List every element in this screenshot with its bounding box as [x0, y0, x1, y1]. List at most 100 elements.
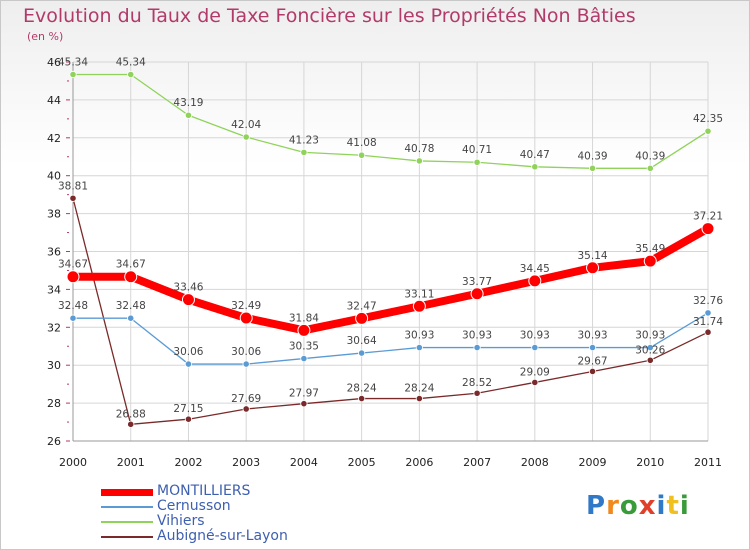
legend-swatch: [101, 506, 153, 508]
data-label-aubign-sur-layon: 28.52: [462, 377, 492, 389]
data-point-cernusson: [531, 343, 539, 352]
data-label-cernusson: 30.93: [578, 330, 608, 342]
y-tick-label: 44: [47, 94, 61, 107]
legend-swatch: [101, 521, 153, 523]
data-point-cernusson: [69, 314, 77, 322]
x-tick-label: 2006: [405, 456, 433, 469]
logo-letter: P: [586, 491, 607, 521]
data-label-aubign-sur-layon: 26.88: [116, 408, 146, 420]
data-label-cernusson: 30.93: [404, 330, 434, 342]
x-tick-label: 2011: [694, 456, 722, 469]
data-point-vihiers: [531, 163, 539, 171]
legend-swatch: [101, 489, 153, 496]
data-label-cernusson: 32.48: [116, 300, 146, 312]
data-label-cernusson: 30.93: [635, 330, 665, 342]
data-point-vihiers: [358, 151, 366, 159]
grid-lines: [72, 61, 709, 442]
legend-label: Vihiers: [157, 513, 205, 529]
data-label-aubign-sur-layon: 27.15: [173, 403, 203, 415]
data-label-montilliers: 31.84: [289, 312, 319, 324]
x-tick-label: 2007: [463, 456, 491, 469]
logo-letter: i: [679, 491, 690, 521]
x-tick-label: 2003: [232, 456, 260, 469]
data-label-vihiers: 42.04: [231, 119, 261, 131]
logo-letter: r: [606, 491, 620, 521]
series-line-aubign-sur-layon: [72, 197, 709, 425]
data-label-montilliers: 34.67: [116, 259, 146, 271]
x-tick-label: 2009: [579, 456, 607, 469]
data-label-montilliers: 34.45: [520, 263, 550, 275]
data-label-aubign-sur-layon: 28.24: [404, 383, 434, 395]
data-point-cernusson: [242, 360, 250, 368]
logo-letter: o: [619, 491, 639, 521]
data-point-vihiers: [184, 111, 193, 119]
data-point-montilliers: [412, 299, 426, 313]
y-tick-label: 32: [47, 321, 61, 334]
data-point-montilliers: [239, 311, 253, 325]
data-point-cernusson: [415, 343, 423, 352]
legend-swatch: [101, 536, 153, 538]
data-label-vihiers: 43.19: [173, 97, 203, 109]
data-point-vihiers: [704, 127, 712, 135]
data-point-vihiers: [588, 164, 597, 172]
legend-label: Aubigné-sur-Layon: [157, 528, 288, 544]
data-label-aubign-sur-layon: 31.74: [693, 316, 723, 328]
x-tick-label: 2001: [117, 456, 145, 469]
axes: 26 28 30 32 34 36 38 40 42 44 46 2000 2001 2002 2003 20…: [47, 56, 722, 469]
x-tick-label: 2008: [521, 456, 549, 469]
data-label-aubign-sur-layon: 28.24: [347, 383, 377, 395]
y-tick-label: 34: [47, 283, 61, 296]
data-label-vihiers: 45.34: [116, 57, 146, 69]
data-label-montilliers: 37.21: [693, 211, 723, 223]
data-label-vihiers: 40.39: [635, 150, 665, 162]
data-point-montilliers: [528, 274, 542, 288]
data-label-vihiers: 40.47: [520, 149, 550, 161]
data-label-vihiers: 42.35: [693, 113, 723, 125]
data-label-montilliers: 32.47: [347, 300, 377, 312]
data-point-aubign-sur-layon: [415, 394, 423, 403]
data-point-aubign-sur-layon: [588, 367, 597, 376]
data-point-aubign-sur-layon: [646, 356, 654, 364]
data-point-cernusson: [646, 343, 654, 352]
data-point-montilliers: [701, 222, 715, 236]
y-tick-label: 26: [47, 435, 61, 448]
data-label-vihiers: 40.78: [404, 143, 434, 155]
y-tick-label: 38: [47, 208, 61, 221]
series-line-montilliers: [69, 224, 712, 335]
data-label-aubign-sur-layon: 29.09: [520, 366, 550, 378]
y-tick-label: 30: [47, 359, 61, 372]
data-label-cernusson: 30.35: [289, 341, 319, 353]
data-point-cernusson: [704, 309, 712, 317]
data-point-montilliers: [586, 261, 600, 275]
x-tick-label: 2004: [290, 456, 318, 469]
data-point-montilliers: [66, 270, 80, 284]
data-point-cernusson: [473, 343, 481, 352]
data-label-montilliers: 32.49: [231, 300, 261, 312]
data-label-aubign-sur-layon: 27.69: [231, 393, 261, 405]
y-tick-label: 28: [47, 397, 61, 410]
proxiti-logo: Proxiti: [586, 491, 690, 521]
data-point-cernusson: [127, 314, 135, 322]
y-tick-label: 46: [47, 56, 61, 69]
data-point-aubign-sur-layon: [69, 194, 77, 202]
data-point-aubign-sur-layon: [531, 378, 539, 387]
x-tick-label: 2005: [348, 456, 376, 469]
y-tick-label: 42: [47, 132, 61, 145]
logo-letter: t: [666, 491, 680, 521]
data-label-cernusson: 30.64: [347, 335, 377, 347]
data-label-aubign-sur-layon: 29.67: [578, 355, 608, 367]
chart-subtitle: (en %): [27, 30, 64, 43]
data-label-aubign-sur-layon: 30.26: [635, 344, 665, 356]
data-point-cernusson: [588, 343, 597, 352]
data-label-montilliers: 34.67: [58, 259, 88, 271]
data-point-aubign-sur-layon: [473, 389, 481, 397]
series-lines: [66, 70, 715, 428]
data-label-vihiers: 45.34: [58, 57, 88, 69]
data-label-vihiers: 41.23: [289, 134, 319, 146]
data-label-aubign-sur-layon: 38.81: [58, 180, 88, 192]
data-label-montilliers: 33.11: [404, 288, 434, 300]
x-tick-label: 2000: [59, 456, 87, 469]
chart-title: Evolution du Taux de Taxe Foncière sur l…: [23, 5, 636, 27]
data-point-montilliers: [297, 323, 311, 337]
